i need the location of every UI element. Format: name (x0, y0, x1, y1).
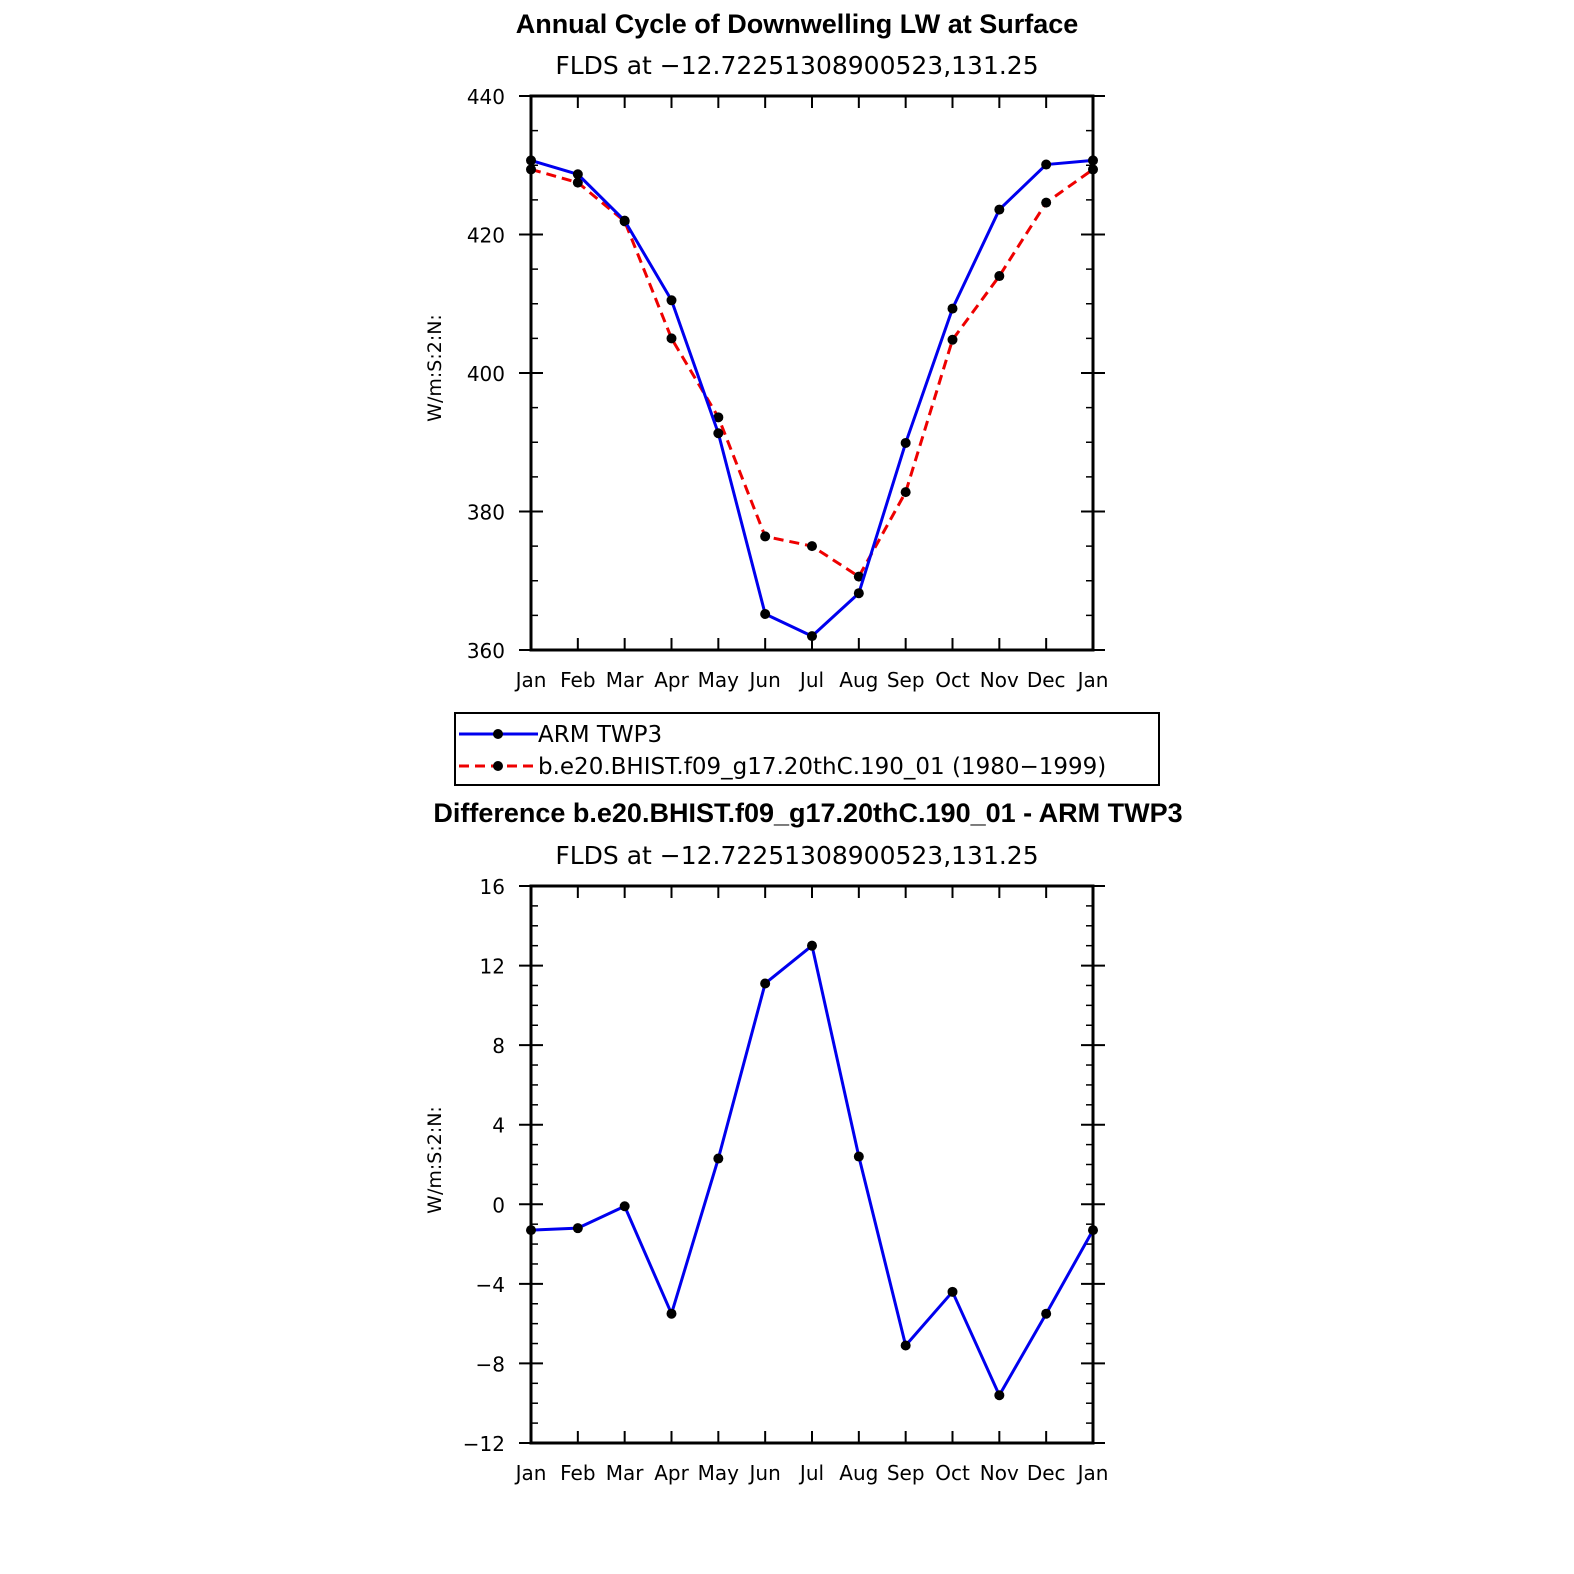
x-tick-label: Apr (654, 1461, 689, 1485)
x-tick-label: Mar (606, 668, 645, 692)
x-tick-label: Dec (1027, 1461, 1066, 1485)
data-point (713, 412, 724, 423)
chart-subtitle: FLDS at −12.72251308900523,131.25 (555, 51, 1038, 80)
data-point (900, 487, 911, 498)
legend-label-arm: ARM TWP3 (538, 722, 662, 748)
data-point (1088, 155, 1098, 166)
y-tick-label: 12 (480, 955, 505, 979)
data-point (853, 571, 864, 582)
data-point (760, 978, 771, 989)
data-point (713, 1153, 724, 1164)
data-point (994, 1390, 1005, 1401)
series-line (530, 944, 1095, 1397)
data-point (760, 608, 771, 619)
x-tick-label: Oct (935, 1461, 970, 1485)
data-point (760, 531, 771, 542)
x-tick-label: Jun (748, 1461, 781, 1485)
x-tick-label: Apr (654, 668, 689, 692)
legend-label-model: b.e20.BHIST.f09_g17.20thC.190_01 (1980−1… (538, 754, 1106, 780)
series-line (530, 158, 1094, 638)
y-tick-label: 4 (492, 1114, 505, 1138)
data-point (947, 334, 958, 345)
data-point (526, 1225, 536, 1236)
x-tick-label: Jan (514, 668, 547, 692)
data-point (853, 1151, 864, 1162)
y-tick-label: 360 (467, 639, 505, 663)
data-point (526, 155, 536, 166)
x-tick-label: Sep (887, 1461, 925, 1485)
data-point (900, 437, 911, 448)
x-tick-label: Jan (1076, 1461, 1109, 1485)
data-point (807, 631, 817, 642)
x-tick-label: Jul (798, 1461, 824, 1485)
data-point (900, 1340, 911, 1351)
x-tick-label: Nov (980, 1461, 1019, 1485)
x-tick-label: Aug (839, 668, 878, 692)
chart-title: Annual Cycle of Downwelling LW at Surfac… (516, 9, 1079, 39)
data-point (947, 303, 958, 314)
x-tick-label: Jan (1076, 668, 1109, 692)
data-point (947, 1286, 958, 1297)
data-point (994, 271, 1005, 282)
chart-subtitle: FLDS at −12.72251308900523,131.25 (555, 841, 1038, 870)
data-point (572, 1223, 583, 1234)
plot-frame (529, 94, 1095, 652)
y-tick-label: 440 (467, 85, 505, 109)
data-point (619, 215, 630, 226)
data-point (994, 204, 1005, 215)
x-tick-label: May (698, 668, 740, 692)
y-tick-label: 0 (492, 1193, 505, 1217)
x-tick-label: Mar (606, 1461, 645, 1485)
difference-chart: Difference b.e20.BHIST.f09_g17.20thC.190… (424, 798, 1183, 1485)
y-axis-label: W/m:S:2:N: (424, 1106, 446, 1214)
chart-title: Difference b.e20.BHIST.f09_g17.20thC.190… (433, 798, 1182, 828)
y-tick-label: 400 (467, 362, 505, 386)
x-tick-label: Jan (514, 1461, 547, 1485)
x-tick-label: Sep (887, 668, 925, 692)
plot-frame (529, 884, 1095, 1445)
data-point (807, 541, 817, 552)
y-axis-label: W/m:S:2:N: (424, 314, 446, 422)
x-tick-label: May (698, 1461, 740, 1485)
annual-cycle-chart: Annual Cycle of Downwelling LW at Surfac… (424, 9, 1108, 692)
legend-box (454, 712, 1160, 786)
y-tick-label: −8 (476, 1352, 505, 1376)
data-point (1041, 1308, 1052, 1319)
data-point (666, 333, 677, 344)
series-line (530, 167, 1094, 579)
data-point (1041, 197, 1052, 208)
x-tick-label: Jul (798, 668, 824, 692)
data-point (572, 169, 583, 180)
data-point (807, 940, 817, 951)
y-tick-label: −4 (476, 1273, 505, 1297)
data-point (1088, 164, 1098, 175)
data-point (1041, 159, 1052, 170)
y-tick-label: 8 (492, 1034, 505, 1058)
legend-marker-arm (493, 729, 503, 739)
x-tick-label: Oct (935, 668, 970, 692)
data-point (853, 588, 864, 599)
data-point (713, 428, 724, 439)
legend: ARM TWP3 b.e20.BHIST.f09_g17.20thC.190_0… (454, 712, 1160, 786)
y-tick-label: 380 (467, 501, 505, 525)
y-tick-label: −12 (463, 1432, 505, 1456)
data-point (619, 1201, 630, 1212)
x-tick-label: Aug (839, 1461, 878, 1485)
legend-marker-model (493, 761, 503, 771)
data-point (526, 164, 536, 175)
data-point (1088, 1225, 1098, 1236)
x-tick-label: Dec (1027, 668, 1066, 692)
data-point (666, 295, 677, 306)
y-tick-label: 16 (480, 875, 505, 899)
x-tick-label: Feb (560, 668, 595, 692)
y-tick-label: 420 (467, 224, 505, 248)
x-tick-label: Jun (748, 668, 781, 692)
x-tick-label: Feb (560, 1461, 595, 1485)
x-tick-label: Nov (980, 668, 1019, 692)
data-point (666, 1308, 677, 1319)
data-point (572, 177, 583, 188)
